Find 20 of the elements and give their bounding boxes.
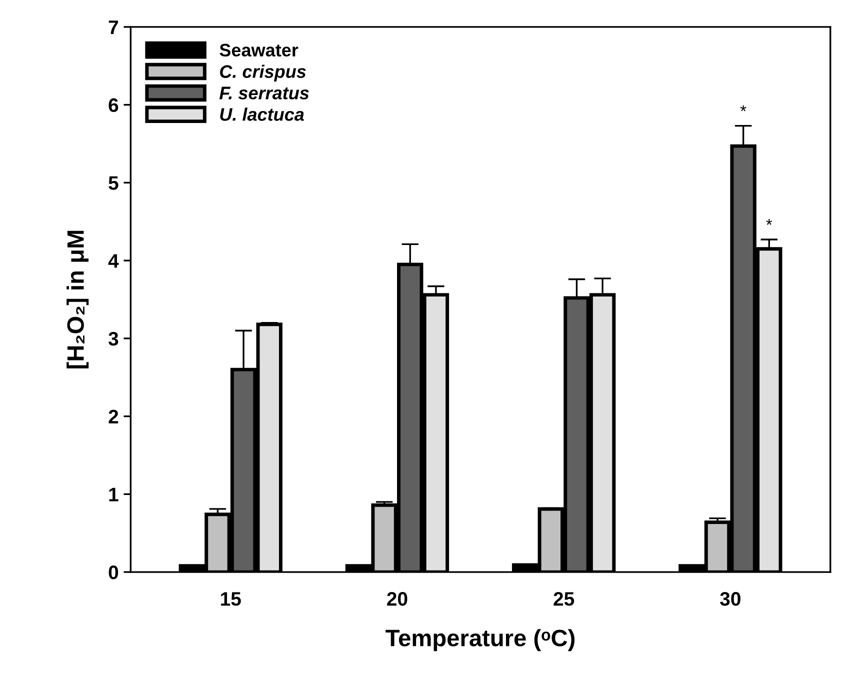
y-tick-label: 6 bbox=[108, 98, 118, 112]
legend-label: F. serratus bbox=[219, 86, 309, 100]
legend-label: C. crispus bbox=[220, 64, 306, 82]
legend-label: U. lactuca bbox=[220, 108, 304, 121]
annotation: * bbox=[740, 105, 746, 112]
annotation: * bbox=[766, 219, 772, 225]
x-tick-label: 25 bbox=[554, 592, 574, 606]
x-tick-label: 20 bbox=[387, 592, 408, 606]
y-tick-label: 7 bbox=[108, 20, 118, 34]
x-tick-label: 15 bbox=[221, 592, 241, 606]
y-axis-title: [H₂O₂] in μM bbox=[66, 230, 89, 368]
y-tick-label: 1 bbox=[109, 488, 118, 502]
y-tick-label: 4 bbox=[108, 254, 119, 268]
x-tick-label: 30 bbox=[720, 592, 740, 606]
x-axis-title: Temperature (ᵒC) bbox=[386, 629, 574, 652]
legend-label: Seawater bbox=[220, 44, 298, 57]
y-tick-label: 5 bbox=[108, 176, 118, 190]
y-tick-label: 3 bbox=[108, 332, 118, 346]
y-tick-label: 2 bbox=[108, 410, 118, 424]
y-tick-label: 0 bbox=[108, 566, 118, 580]
